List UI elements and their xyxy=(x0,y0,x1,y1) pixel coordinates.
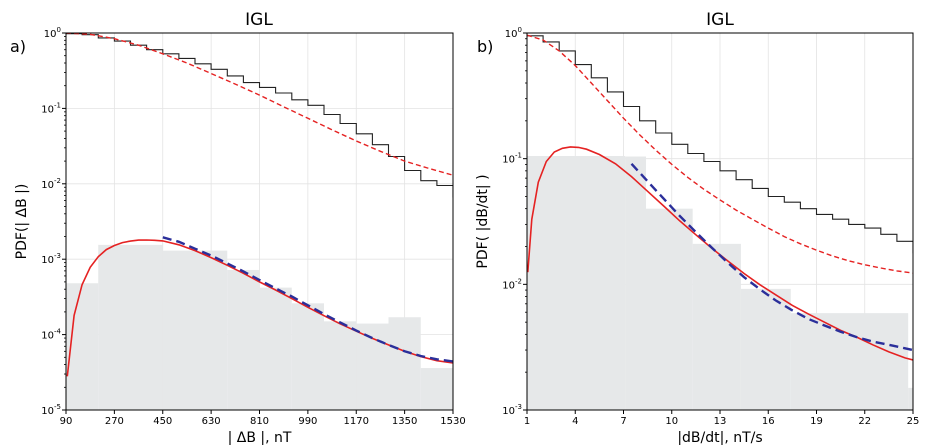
pdf-fit-line xyxy=(66,239,453,377)
histogram-bar xyxy=(740,288,791,410)
y-tick-label: 100 xyxy=(505,26,522,40)
y-axis-label: PDF(| ΔB |) xyxy=(14,184,30,260)
x-tick-label: 990 xyxy=(298,416,317,427)
histogram-bar xyxy=(692,243,741,410)
x-tick-label: 1170 xyxy=(344,416,369,427)
histogram-bar xyxy=(625,156,647,410)
y-tick-label: 10-5 xyxy=(41,403,61,417)
x-tick-label: 90 xyxy=(60,416,73,427)
panel-label: b) xyxy=(477,37,493,56)
survival-step-line xyxy=(527,35,913,254)
histogram-bar xyxy=(388,317,421,410)
plot-area xyxy=(66,33,453,410)
histogram-bar xyxy=(908,387,913,410)
survival-fit-line xyxy=(66,33,453,176)
y-tick-label: 10-4 xyxy=(41,328,61,342)
y-axis-label: PDF( |dB/dt| ) xyxy=(475,174,491,268)
x-tick-label: 16 xyxy=(762,416,775,427)
x-tick-label: 7 xyxy=(620,416,626,427)
panel-b: 1 4 7 10 13 16 19 22 25 100 10-1 10-2 10-3 IGL b) |dB/d… xyxy=(475,10,919,445)
histogram-bar xyxy=(227,269,260,410)
y-tick-label: 10-2 xyxy=(41,177,61,191)
x-tick-label: 1350 xyxy=(392,416,417,427)
x-tick-label: 19 xyxy=(810,416,823,427)
x-tick-label: 630 xyxy=(202,416,221,427)
histogram-bar xyxy=(420,368,453,410)
chart-title: IGL xyxy=(706,10,734,30)
histogram-bar xyxy=(259,287,292,410)
x-tick-label: 450 xyxy=(153,416,172,427)
y-tick-label: 100 xyxy=(44,26,61,40)
histogram-bar xyxy=(646,208,693,410)
y-tick-label: 10-1 xyxy=(41,101,61,115)
y-tick-label: 10-3 xyxy=(502,403,522,417)
histogram-bar xyxy=(356,323,389,410)
x-tick-label: 22 xyxy=(858,416,871,427)
chart-title: IGL xyxy=(245,10,273,30)
x-tick-label: 1530 xyxy=(440,416,465,427)
y-tick-label: 10-2 xyxy=(502,277,522,291)
panel-a: 90 270 450 630 810 990 1170 1350 1530 100 10-1 10-2… xyxy=(10,10,466,445)
x-tick-label: 1 xyxy=(524,416,530,427)
x-axis-label: |dB/dt|, nT/s xyxy=(677,430,762,445)
survival-step-line xyxy=(66,33,453,198)
x-tick-label: 13 xyxy=(714,416,727,427)
x-tick-label: 810 xyxy=(250,416,269,427)
y-tick-label: 10-3 xyxy=(41,252,61,266)
x-tick-label: 25 xyxy=(907,416,920,427)
histogram-bar xyxy=(527,156,626,410)
y-tick-label: 10-1 xyxy=(502,152,522,166)
plot-area xyxy=(527,34,913,410)
histogram-bar xyxy=(790,313,909,410)
x-tick-label: 270 xyxy=(105,416,124,427)
histogram-bar xyxy=(291,303,324,410)
x-tick-label: 4 xyxy=(572,416,578,427)
x-tick-label: 10 xyxy=(665,416,678,427)
survival-fit-line xyxy=(527,34,913,274)
tail-fit-line xyxy=(630,162,913,352)
tail-fit-line xyxy=(162,236,453,363)
x-axis-label: | ΔB |, nT xyxy=(228,430,292,445)
panel-label: a) xyxy=(10,37,26,56)
histogram-bar xyxy=(324,321,357,410)
histogram-bar xyxy=(98,244,163,410)
histogram-bar xyxy=(162,250,228,410)
